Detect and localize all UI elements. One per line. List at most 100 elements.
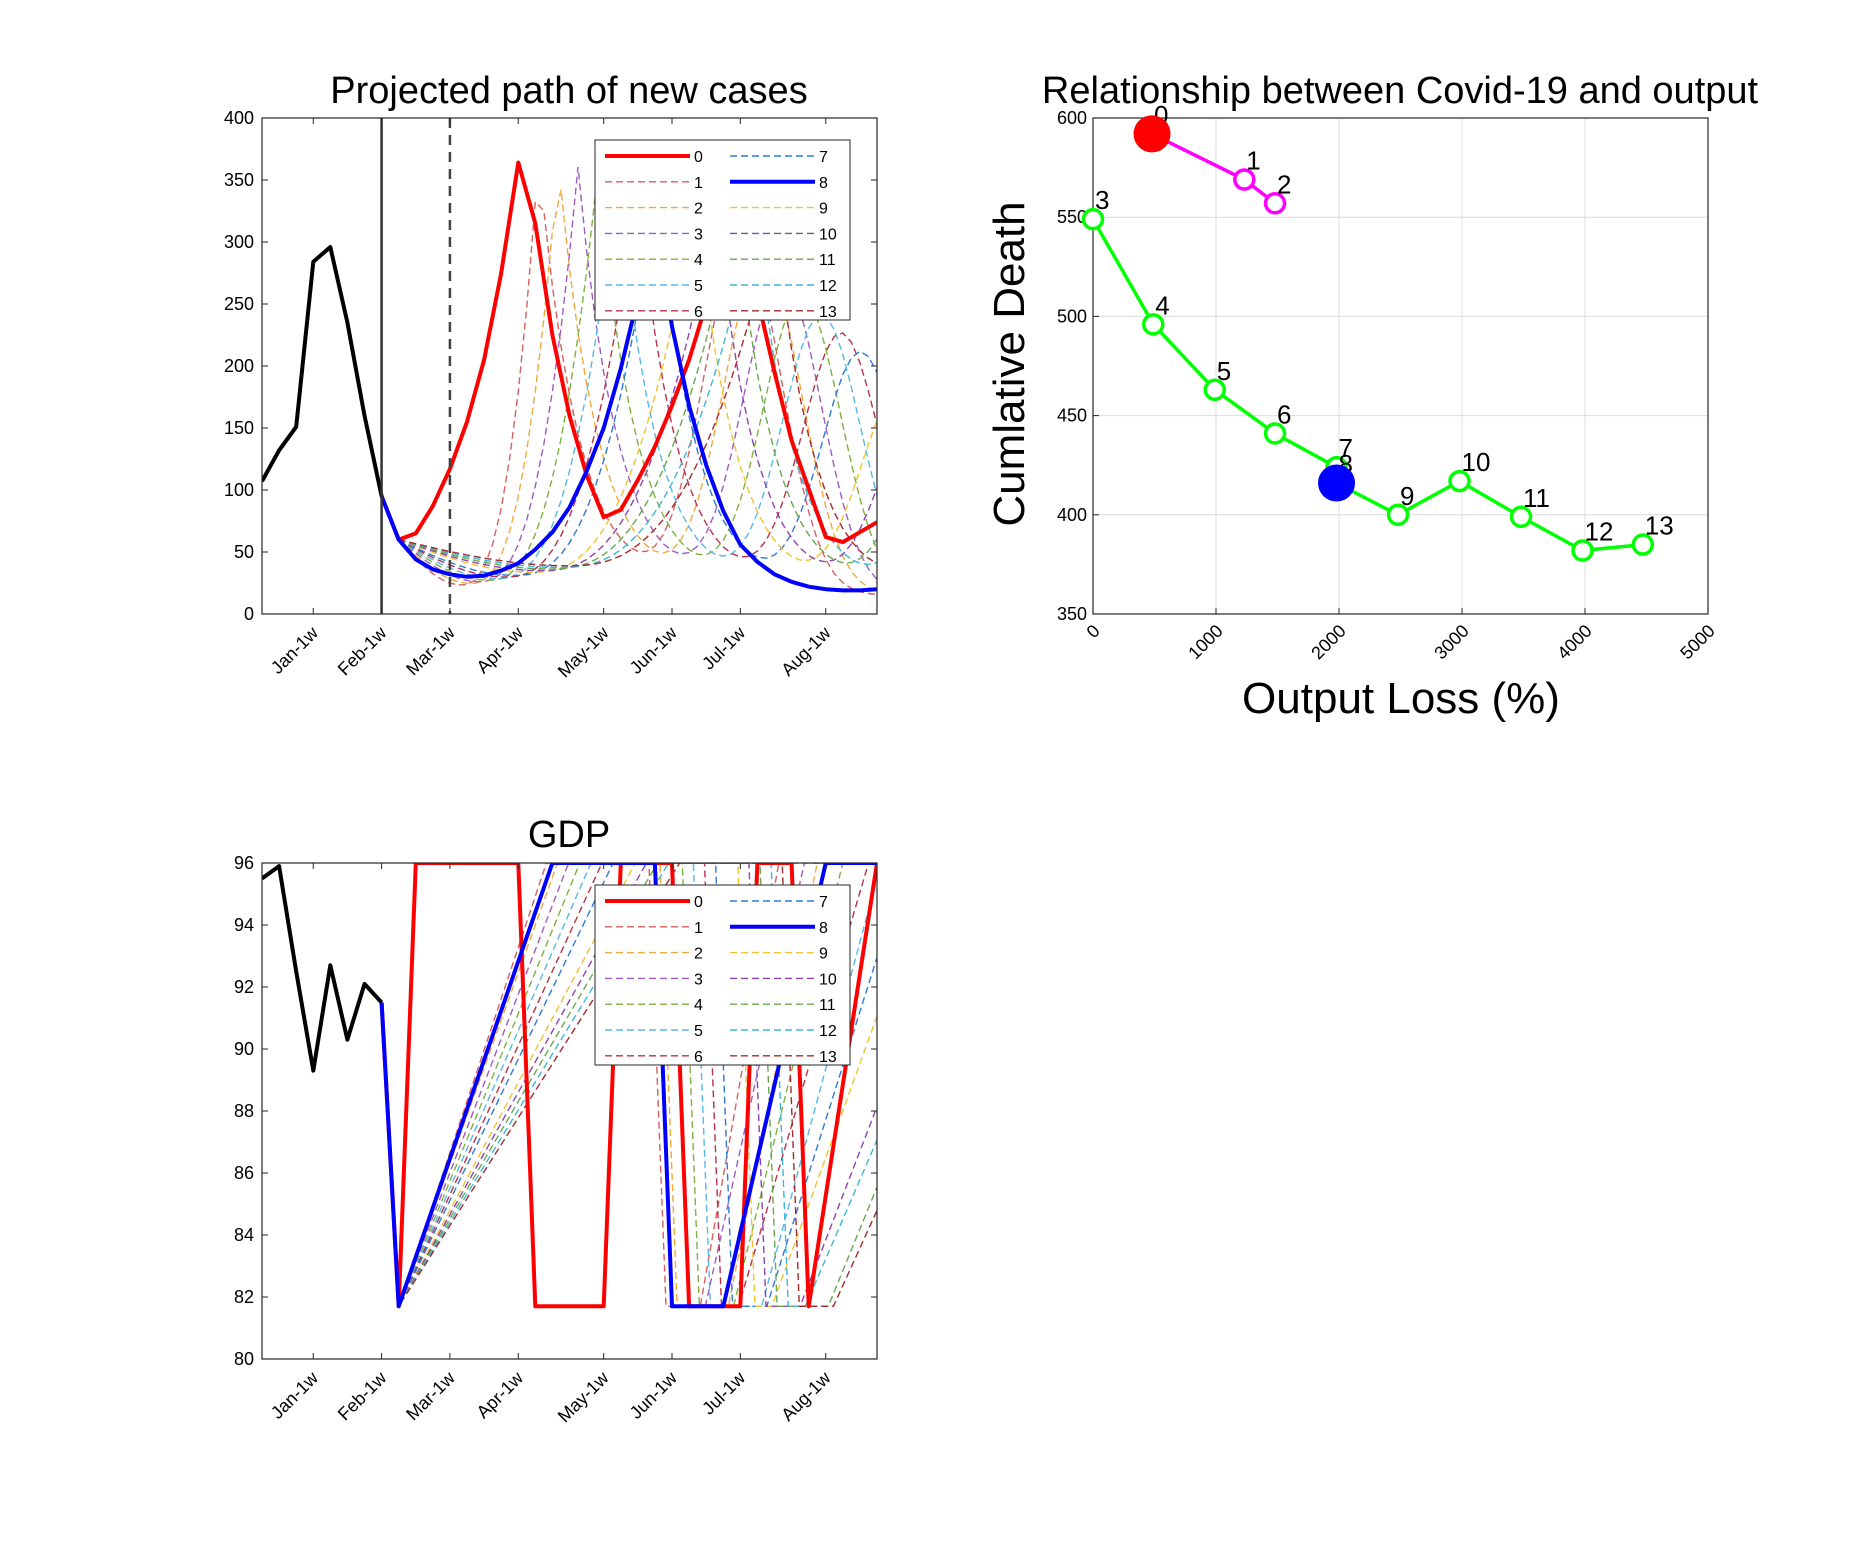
cases-legend-label-6: 6 [694,304,703,321]
tradeoff-point-5 [1203,378,1227,402]
cases-legend-label-13: 13 [819,304,837,321]
tradeoff-point-label-2: 2 [1277,169,1291,199]
gdp-chart-title: GDP [528,814,610,856]
tradeoff-xtick-label: 4000 [1553,621,1595,663]
cases-legend-box [594,139,851,321]
tradeoff-point-4 [1142,313,1165,336]
tradeoff-point-label-10: 10 [1462,447,1491,477]
gdp-xtick-label: Jul-1w [698,1367,750,1419]
cases-legend-label-7: 7 [819,149,828,166]
tradeoff-point-label-1: 1 [1246,146,1260,176]
cases-series-10-line [398,210,877,572]
cases-xtick-label: Mar-1w [402,622,459,679]
cases-xtick-label: Jul-1w [698,622,750,674]
tradeoff-chart-title: Relationship between Covid-19 and output [1042,70,1759,112]
cases-series-12-line [398,233,877,569]
gdp-legend-label-8: 8 [819,920,828,937]
gdp-legend-label-1: 1 [694,920,703,937]
tradeoff-xtick-label: 2000 [1307,621,1349,663]
gdp-legend-label-4: 4 [694,997,703,1014]
tradeoff-point-label-4: 4 [1155,290,1169,320]
tradeoff-point-11 [1509,505,1533,529]
tradeoff-axes-frame [1092,117,1709,615]
cases-ytick-label: 250 [224,294,254,314]
tradeoff-ytick-label: 450 [1057,406,1087,426]
cases-legend-label-11: 11 [819,252,836,269]
tradeoff-point-9 [1386,503,1410,527]
cases-ytick-label: 350 [224,170,254,190]
tradeoff-ytick-label: 600 [1057,108,1087,128]
tradeoff-ytick-label: 500 [1057,306,1087,326]
cases-legend-label-1: 1 [694,175,703,192]
gdp-xtick-label: Feb-1w [334,1367,391,1424]
cases-series-8-line [379,227,877,593]
gdp-xtick-label: Aug-1w [777,1367,835,1425]
tradeoff-point-12 [1571,539,1594,562]
gdp-ytick-label: 80 [234,1349,254,1369]
gdp-legend-label-7: 7 [819,894,828,911]
tradeoff-point-label-11: 11 [1523,483,1550,513]
cases-legend-label-10: 10 [819,226,837,243]
tradeoff-point-label-6: 6 [1277,399,1291,429]
cases-ytick-label: 200 [224,356,254,376]
tradeoff-chart: Relationship between Covid-19 and output… [985,70,1759,723]
gdp-legend-label-6: 6 [694,1049,703,1066]
cases-legend-label-9: 9 [819,201,828,218]
cases-chart-title: Projected path of new cases [330,70,807,112]
tradeoff-ytick-label: 350 [1057,604,1087,624]
cases-xtick-label: Jan-1w [267,622,323,678]
tradeoff-xtick-label: 5000 [1676,621,1718,663]
gdp-legend-label-5: 5 [694,1023,703,1040]
tradeoff-point-3 [1081,207,1105,231]
cases-ytick-label: 100 [224,480,254,500]
tradeoff-point-label-12: 12 [1585,517,1614,547]
cases-legend-label-12: 12 [819,278,837,295]
gdp-ytick-label: 90 [234,1039,254,1059]
tradeoff-y-axis-label: Cumlative Death [985,201,1034,526]
cases-legend-label-2: 2 [694,201,703,218]
tradeoff-point-label-9: 9 [1400,481,1414,511]
gdp-legend-label-13: 13 [819,1049,837,1066]
gdp-ytick-label: 86 [234,1163,254,1183]
gdp-xtick-label: May-1w [554,1367,613,1426]
gdp-series-11-line [380,863,877,1309]
cases-history-line [262,245,384,497]
gdp-xtick-label: Apr-1w [473,1367,528,1422]
gdp-ytick-label: 92 [234,977,254,997]
cases-ytick-label: 150 [224,418,254,438]
tradeoff-point-1 [1233,168,1256,191]
cases-legend-label-5: 5 [694,278,703,295]
cases-series-13-line [398,215,877,567]
cases-xtick-label: Apr-1w [473,622,528,677]
tradeoff-point-label-13: 13 [1645,511,1674,541]
cases-chart: Projected path of new cases 050100150200… [224,70,878,681]
gdp-ytick-label: 96 [234,853,254,873]
cases-xtick-label: May-1w [554,622,613,681]
tradeoff-xtick-label: 1000 [1184,621,1226,663]
gdp-legend-label-10: 10 [819,971,837,988]
gdp-ytick-label: 82 [234,1287,254,1307]
gdp-legend-label-11: 11 [819,997,836,1014]
gdp-ytick-label: 94 [234,915,254,935]
tradeoff-x-axis-label: Output Loss (%) [1242,674,1560,723]
gdp-xtick-label: Mar-1w [402,1367,459,1424]
gdp-legend-label-0: 0 [694,894,703,911]
cases-ytick-label: 0 [244,604,254,624]
cases-legend-label-0: 0 [694,149,703,166]
tradeoff-xtick-label: 3000 [1430,621,1472,663]
gdp-ytick-label: 88 [234,1101,254,1121]
gdp-legend-label-3: 3 [694,971,703,988]
gdp-legend-label-12: 12 [819,1023,837,1040]
cases-xtick-label: Aug-1w [777,622,835,680]
tradeoff-highlight-0 [1133,115,1171,153]
tradeoff-point-6 [1263,422,1287,445]
cases-xtick-label: Feb-1w [334,622,391,679]
tradeoff-point-10 [1448,469,1471,493]
gdp-xtick-label: Jan-1w [267,1367,323,1423]
cases-ytick-label: 400 [224,108,254,128]
cases-legend-label-3: 3 [694,226,703,243]
